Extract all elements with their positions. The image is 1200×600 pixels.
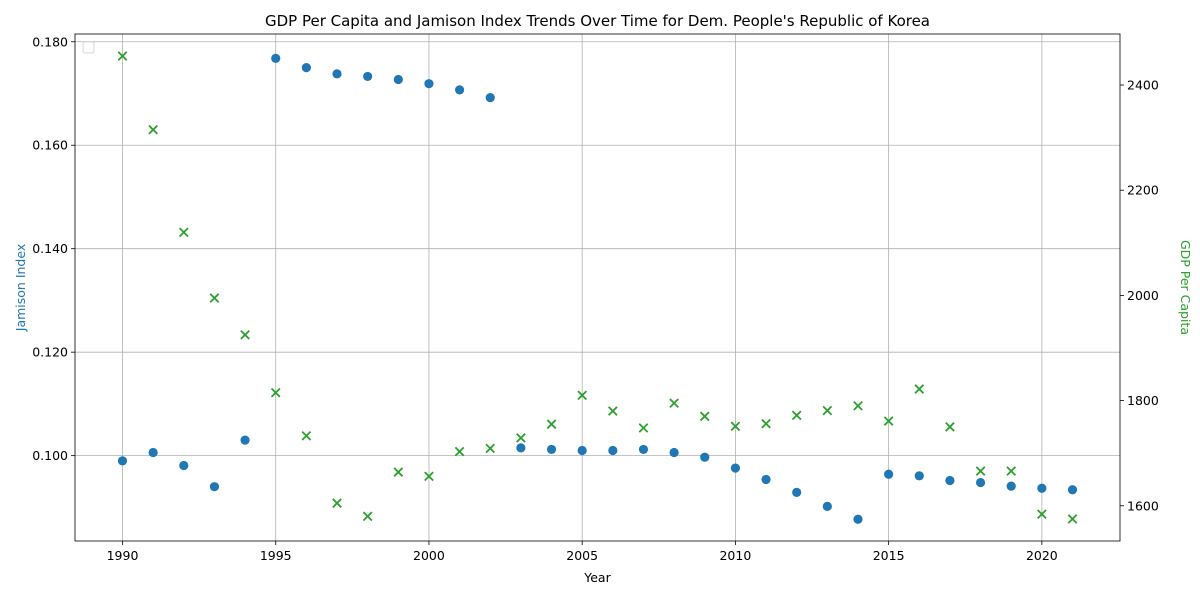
jamison-point [117, 456, 128, 466]
gdp-point [1037, 509, 1047, 520]
gdp-point [975, 466, 986, 476]
jamison-point [700, 452, 710, 462]
grid-lines [75, 34, 1120, 541]
jamison-point [240, 435, 250, 445]
jamison-point [454, 85, 465, 95]
jamison-point [608, 445, 618, 456]
jamison-point [424, 79, 434, 89]
x-tick-label: 2020 [1026, 548, 1058, 563]
jamison-point [730, 463, 741, 473]
right-y-tick-label: 2000 [1127, 288, 1159, 303]
left-y-axis-ticks: 0.100 0.120 0.140 0.160 0.180 [32, 34, 75, 463]
gdp-point [945, 422, 955, 432]
x-tick-label: 1995 [260, 548, 292, 563]
jamison-point [179, 460, 189, 471]
jamison-point [761, 474, 771, 485]
right-y-tick-label: 1600 [1127, 498, 1159, 513]
jamison-point [363, 71, 373, 82]
jamison-point [884, 469, 894, 479]
x-tick-label: 2010 [719, 548, 751, 563]
gdp-point [1006, 466, 1017, 476]
jamison-point [1037, 483, 1047, 493]
jamison-point [945, 475, 955, 486]
gdp-point [424, 471, 434, 482]
gdp-point [240, 329, 250, 340]
gdp-point [485, 443, 496, 454]
gdp-point [332, 498, 342, 508]
right-y-tick-label: 1800 [1127, 393, 1159, 408]
x-axis-ticks: 1990 1995 2000 2005 2010 2015 2020 [107, 541, 1058, 563]
jamison-point [546, 444, 557, 455]
x-tick-label: 2005 [566, 548, 598, 563]
jamison-point [148, 447, 158, 458]
gdp-point [1067, 514, 1078, 524]
jamison-point [822, 501, 832, 511]
chart-title: GDP Per Capita and Jamison Index Trends … [265, 12, 930, 30]
left-y-tick-label: 0.180 [32, 34, 68, 49]
right-y-axis-label: GDP Per Capita [1178, 240, 1193, 335]
gdp-point [730, 421, 741, 432]
jamison-point [485, 93, 495, 103]
jamison-point [271, 53, 281, 63]
jamison-point [669, 447, 679, 458]
jamison-point [332, 69, 342, 79]
jamison-point [301, 63, 311, 73]
jamison-point [577, 445, 587, 456]
jamison-point [209, 482, 220, 492]
jamison-point [792, 487, 802, 497]
gdp-point [669, 398, 679, 409]
gdp-point [148, 124, 158, 135]
gdp-point [454, 446, 465, 457]
gdp-point [209, 293, 220, 303]
gdp-point [761, 418, 771, 429]
plot-frame [74, 33, 1121, 542]
left-y-tick-label: 0.160 [32, 138, 68, 153]
x-tick-label: 2000 [413, 548, 445, 563]
x-tick-label: 2015 [873, 548, 905, 563]
jamison-point [853, 514, 863, 524]
left-y-tick-label: 0.120 [32, 345, 68, 360]
jamison-point [516, 443, 526, 453]
gdp-point [117, 51, 128, 61]
jamison-point [975, 477, 986, 488]
gdp-point [301, 430, 312, 441]
gdp-point [270, 387, 281, 398]
gdp-point [914, 384, 925, 394]
gdp-point [577, 390, 588, 401]
jamison-point [914, 471, 924, 481]
legend-box [82, 41, 95, 54]
gdp-point [822, 405, 833, 416]
gdp-point [362, 511, 373, 522]
gdp-point [883, 416, 894, 426]
left-y-tick-label: 0.140 [32, 241, 68, 256]
gdp-point [516, 433, 526, 443]
right-y-tick-label: 2400 [1127, 78, 1159, 93]
gdp-series [117, 51, 1078, 524]
right-y-axis-ticks: 1600 1800 2000 2200 2400 [1120, 78, 1159, 513]
gdp-point [546, 419, 557, 430]
right-y-tick-label: 2200 [1127, 183, 1159, 198]
gdp-point [393, 467, 404, 477]
jamison-series [117, 53, 1078, 524]
gdp-point [699, 411, 710, 422]
jamison-point [1006, 481, 1016, 491]
left-y-axis-label: Jamison Index [13, 244, 28, 332]
gdp-point [638, 423, 649, 433]
gdp-point [607, 406, 618, 416]
gdp-point [178, 227, 189, 238]
x-axis-label: Year [583, 570, 611, 585]
gdp-point [853, 400, 863, 411]
jamison-point [1067, 485, 1078, 495]
x-tick-label: 1990 [107, 548, 139, 563]
jamison-point [393, 74, 403, 85]
gdp-point [791, 410, 802, 421]
jamison-point [638, 444, 649, 455]
left-y-tick-label: 0.100 [32, 448, 68, 463]
